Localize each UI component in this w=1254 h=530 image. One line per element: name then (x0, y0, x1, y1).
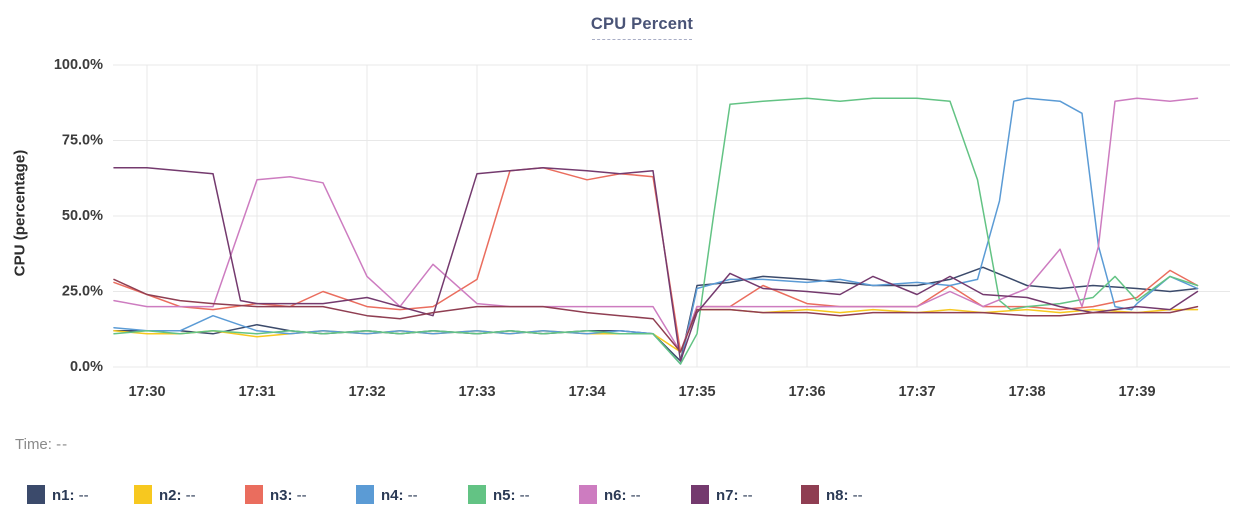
svg-text:17:33: 17:33 (458, 384, 495, 400)
svg-text:17:34: 17:34 (568, 384, 605, 400)
svg-text:17:32: 17:32 (348, 384, 385, 400)
svg-text:100.0%: 100.0% (54, 57, 103, 73)
svg-text:50.0%: 50.0% (62, 208, 103, 224)
svg-text:17:30: 17:30 (128, 384, 165, 400)
svg-text:17:37: 17:37 (898, 384, 935, 400)
svg-text:17:39: 17:39 (1118, 384, 1155, 400)
svg-text:17:38: 17:38 (1008, 384, 1045, 400)
svg-text:17:36: 17:36 (788, 384, 825, 400)
svg-text:75.0%: 75.0% (62, 133, 103, 149)
svg-text:17:35: 17:35 (678, 384, 715, 400)
svg-text:0.0%: 0.0% (70, 359, 103, 375)
svg-text:25.0%: 25.0% (62, 284, 103, 300)
svg-text:17:31: 17:31 (238, 384, 275, 400)
